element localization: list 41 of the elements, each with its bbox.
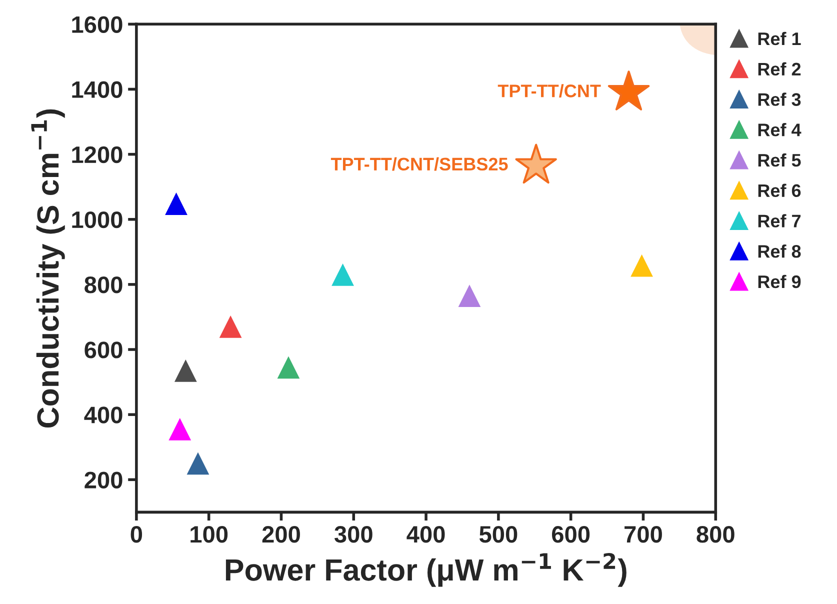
point <box>165 192 188 215</box>
point <box>186 452 210 475</box>
y-tick-label: 1600 <box>72 16 122 33</box>
point <box>174 359 197 382</box>
x-tick-label: 0 <box>130 526 142 543</box>
series-label: TPT-TT/CNT <box>498 84 601 98</box>
y-tick-label: 200 <box>84 472 122 488</box>
x-tick-label: 700 <box>624 526 662 543</box>
x-tick-label: 100 <box>190 526 228 543</box>
point <box>515 144 557 184</box>
legend-label: Ref 7 <box>758 214 801 228</box>
legend-label: Ref 8 <box>758 244 801 258</box>
x-axis-title: Power Factor (μW m$^{−1}$ K$^{−2}$) <box>226 552 626 587</box>
point <box>608 70 650 110</box>
y-tick-label: 1400 <box>72 81 122 98</box>
y-tick-label: 1000 <box>72 211 122 228</box>
x-tick-label: 300 <box>334 526 372 543</box>
legend-label: Ref 2 <box>758 62 801 76</box>
legend-label: Ref 5 <box>758 153 801 167</box>
series-label: TPT-TT/CNT/SEBS25 <box>330 157 508 171</box>
y-tick-label: 1200 <box>72 146 122 164</box>
y-axis-title: Conductivity (S cm$^{−1}$) <box>31 109 65 428</box>
legend-label: Ref 9 <box>758 274 801 288</box>
point <box>332 263 354 286</box>
point <box>277 356 300 379</box>
x-tick-label: 200 <box>262 526 300 543</box>
legend-label: Ref 3 <box>758 92 801 106</box>
point <box>168 418 192 440</box>
point <box>219 316 242 338</box>
x-tick-label: 400 <box>406 526 445 543</box>
point <box>630 254 653 277</box>
y-tick-label: 600 <box>84 342 122 358</box>
point <box>458 284 481 308</box>
legend-label: Ref 1 <box>758 32 801 46</box>
y-tick-label: 800 <box>84 276 122 294</box>
legend-label: Ref 6 <box>758 184 801 198</box>
x-tick-label: 600 <box>552 526 590 543</box>
x-tick-label: 500 <box>479 526 518 543</box>
x-tick-label: 800 <box>696 526 734 543</box>
legend-label: Ref 4 <box>758 123 802 136</box>
y-tick-label: 400 <box>84 406 122 424</box>
